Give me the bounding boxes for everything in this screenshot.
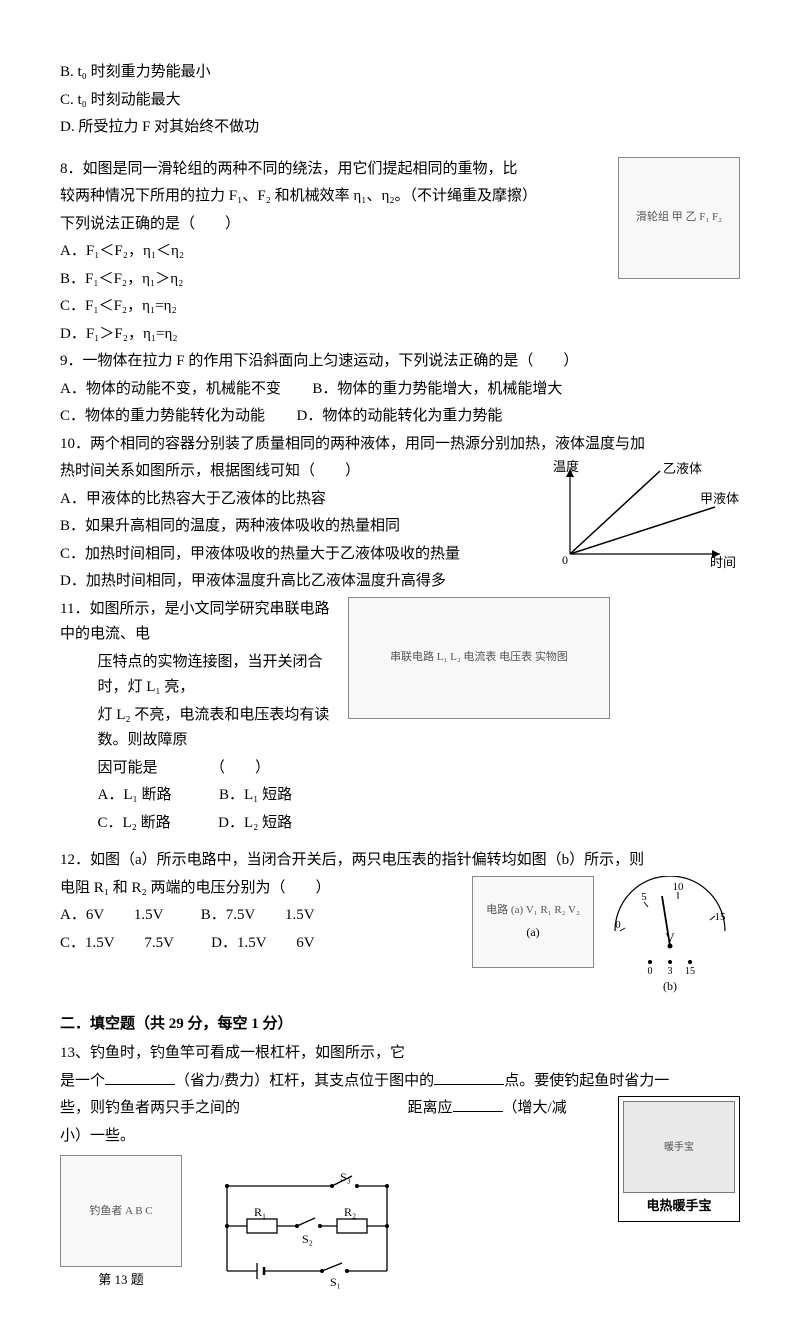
q12-meter-figure: 0 5 10 15 V (600, 876, 740, 996)
svg-text:0: 0 (562, 553, 568, 567)
q12-option-d: D．1.5V 6V (211, 935, 314, 951)
q9-stem: 9．一物体在拉力 F 的作用下沿斜面向上匀速运动，下列说法正确的是（ ） (60, 349, 740, 375)
q13-heatpad-figure: 暖手宝 电热暖手宝 (618, 1096, 740, 1222)
svg-text:15: 15 (715, 911, 727, 923)
q12-circuit-figure: 电路 (a) V₁ R₁ R₂ V₂ (a) (472, 876, 594, 968)
q13-circuit-figure: S₃ S₁ R₁ (212, 1171, 402, 1291)
q11-figure: 串联电路 L₁ L₂ 电流表 电压表 实物图 (348, 597, 610, 719)
q9-option-c: C．物体的重力势能转化为动能 (60, 408, 265, 424)
q9-row-cd: C．物体的重力势能转化为动能 D．物体的动能转化为重力势能 (60, 404, 740, 430)
q11-option-b: B．L₁ 短路 (219, 787, 292, 803)
svg-text:R₁: R₁ (254, 1205, 266, 1219)
q11-row-cd: C．L₂ 断路 D．L₂ 短路 (60, 811, 340, 837)
svg-text:10: 10 (673, 881, 685, 893)
q10-y-label: 温度 (553, 459, 579, 474)
q10-x-label: 时间 (710, 555, 736, 569)
q13-fig-caption: 第 13 题 (60, 1269, 182, 1291)
q12-option-c: C．1.5V 7.5V (60, 935, 174, 951)
svg-text:0: 0 (615, 919, 621, 931)
q10-series-jia: 甲液体 (700, 491, 739, 506)
q10-option-d: D．加热时间相同，甲液体温度升高比乙液体温度升高得多 (60, 569, 740, 595)
q13-blank-2[interactable] (434, 1069, 504, 1085)
q7-option-d: D. 所受拉力 F 对其始终不做功 (60, 115, 740, 141)
svg-text:S₁: S₁ (330, 1275, 341, 1289)
q11-stem-3: 灯 L₂ 不亮，电流表和电压表均有读数。则故障原 (60, 703, 340, 754)
q13-stem-2: 是一个（省力/费力）杠杆，其支点位于图中的点。要使钓起鱼时省力一 (60, 1069, 740, 1095)
q11-option-a: A．L₁ 断路 (98, 787, 172, 803)
svg-text:3: 3 (668, 966, 673, 976)
q8-option-d: D．F₁＞F₂，η₁=η₂ (60, 322, 740, 348)
q13-blank-3[interactable] (453, 1096, 503, 1112)
q12-option-b: B．7.5V 1.5V (201, 907, 315, 923)
svg-text:15: 15 (685, 966, 695, 976)
q11-option-d: D．L₂ 短路 (218, 815, 292, 831)
svg-text:0: 0 (648, 966, 653, 976)
q13-blank-1[interactable] (105, 1069, 175, 1085)
q13-heatpad-caption: 电热暖手宝 (623, 1195, 735, 1217)
q7-option-c: C. t₀ 时刻动能最大 (60, 88, 740, 114)
svg-text:S₂: S₂ (302, 1232, 313, 1246)
q13-stem-1: 13、钓鱼时，钓鱼竿可看成一根杠杆，如图所示，它 (60, 1041, 740, 1067)
q8-figure: 滑轮组 甲 乙 F₁ F₂ (618, 157, 740, 279)
q12-stem-1: 12．如图（a）所示电路中，当闭合开关后，两只电压表的指针偏转均如图（b）所示，… (60, 848, 740, 874)
svg-text:R₂: R₂ (344, 1205, 356, 1219)
q9-option-a: A．物体的动能不变，机械能不变 (60, 381, 281, 397)
q11-row-ab: A．L₁ 断路 B．L₁ 短路 (60, 783, 340, 809)
q10-stem-1: 10．两个相同的容器分别装了质量相同的两种液体，用同一热源分别加热，液体温度与加 (60, 432, 740, 458)
q11-stem-2: 压特点的实物连接图，当开关闭合时，灯 L₁ 亮， (60, 650, 340, 701)
section2-title: 二．填空题（共 29 分，每空 1 分） (60, 1012, 740, 1038)
q12-meter-unit: V (665, 930, 675, 945)
q9-option-d: D．物体的动能转化为重力势能 (297, 408, 503, 424)
q10-series-yi: 乙液体 (663, 461, 702, 476)
q9-option-b: B．物体的重力势能增大，机械能增大 (312, 381, 562, 397)
q11-option-c: C．L₂ 断路 (98, 815, 171, 831)
svg-text:5: 5 (641, 891, 647, 903)
q13-fishing-figure: 钓鱼者 A B C 第 13 题 (60, 1155, 182, 1291)
q9-row-ab: A．物体的动能不变，机械能不变 B．物体的重力势能增大，机械能增大 (60, 377, 740, 403)
q7-option-b: B. t₀ 时刻重力势能最小 (60, 60, 740, 86)
q11-stem-1: 11．如图所示，是小文同学研究串联电路中的电流、电 (60, 597, 340, 648)
q8-option-c: C．F₁＜F₂，η₁=η₂ (60, 294, 740, 320)
q11-stem-4: 因可能是 （ ） (60, 756, 340, 782)
q12-label-b: (b) (600, 976, 740, 996)
q12-option-a: A．6V 1.5V (60, 907, 163, 923)
q10-graph: 温度 时间 0 乙液体 甲液体 (550, 459, 740, 569)
svg-text:S₃: S₃ (340, 1171, 351, 1184)
